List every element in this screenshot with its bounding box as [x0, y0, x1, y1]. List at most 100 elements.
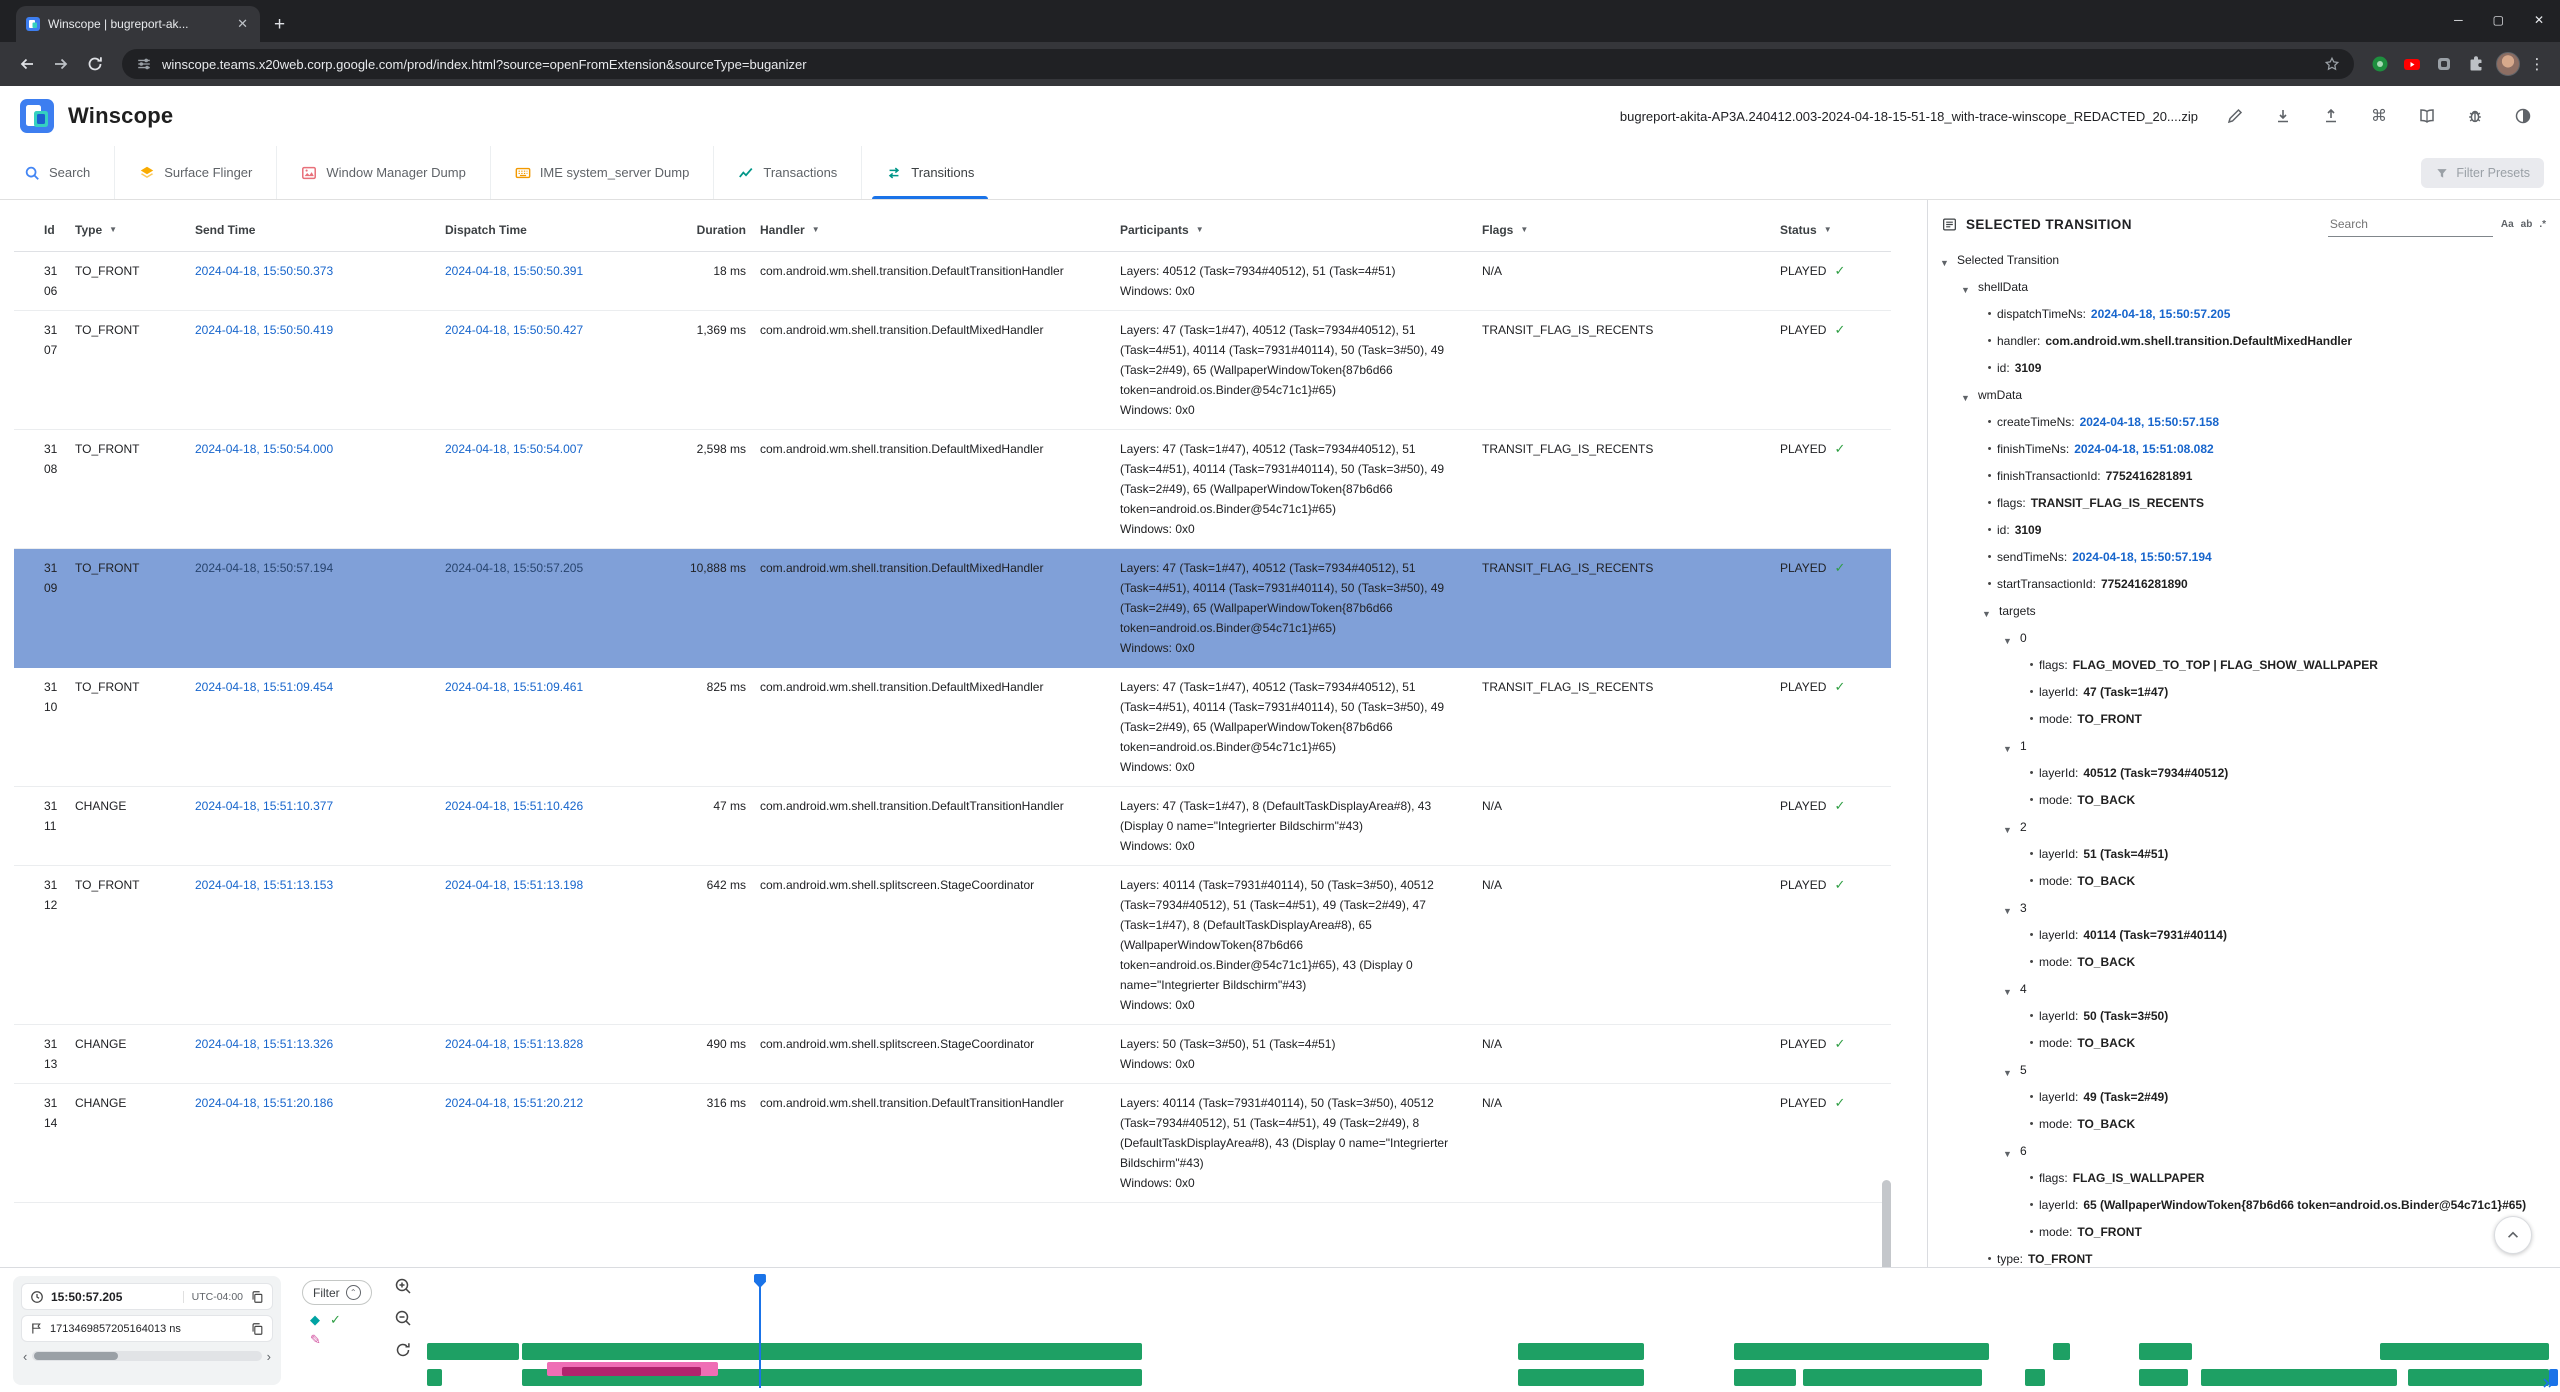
transitions-track-segment[interactable]	[2549, 1369, 2558, 1386]
table-row-3113[interactable]: 3113 CHANGE 2024-04-18, 15:51:13.326 2024-0…	[14, 1025, 1891, 1084]
chevron-up-icon[interactable]: ⌃	[345, 1285, 361, 1300]
timeline-canvas[interactable]	[421, 1268, 2560, 1392]
column-header-flags[interactable]: Flags ▼	[1482, 223, 1780, 237]
cell-send-time[interactable]: 2024-04-18, 15:51:20.186	[195, 1096, 334, 1110]
tree-group-0[interactable]: ▼ 0	[1936, 625, 2552, 652]
table-row-3109[interactable]: 3109 TO_FRONT 2024-04-18, 15:50:57.194 2024…	[14, 549, 1891, 668]
collapse-arrow-icon[interactable]: ▼	[2003, 1149, 2012, 1159]
cell-dispatch-time[interactable]: 2024-04-18, 15:50:54.007	[445, 442, 584, 456]
tree-group-5[interactable]: ▼ 5	[1936, 1057, 2552, 1084]
cell-send-time[interactable]: 2024-04-18, 15:50:50.373	[195, 264, 334, 278]
cell-dispatch-time[interactable]: 2024-04-18, 15:51:10.426	[445, 799, 584, 813]
url-bar[interactable]: winscope.teams.x20web.corp.google.com/pr…	[122, 49, 2354, 79]
tree-group-2[interactable]: ▼ 2	[1936, 814, 2552, 841]
cell-dispatch-time[interactable]: 2024-04-18, 15:50:57.205	[445, 561, 584, 575]
cell-dispatch-time[interactable]: 2024-04-18, 15:51:13.198	[445, 878, 584, 892]
tree-group-shelldata[interactable]: ▼ shellData	[1936, 274, 2552, 301]
extension-icon-2[interactable]	[2430, 50, 2458, 78]
window-maximize-icon[interactable]: ▢	[2492, 13, 2504, 27]
profile-avatar[interactable]	[2494, 50, 2522, 78]
copy-time-icon[interactable]	[250, 1290, 264, 1304]
transactions-track-segment[interactable]	[1518, 1343, 1645, 1360]
collapse-arrow-icon[interactable]: ▼	[2003, 1068, 2012, 1078]
browser-menu-icon[interactable]: ⋮	[2529, 56, 2545, 73]
scroll-left-icon[interactable]: ‹	[23, 1348, 28, 1364]
cell-send-time[interactable]: 2024-04-18, 15:50:57.194	[195, 561, 334, 575]
whole-word-icon[interactable]: ab	[2520, 219, 2533, 230]
download-icon[interactable]	[2266, 99, 2300, 133]
shortcuts-icon[interactable]: ⌘	[2371, 108, 2387, 125]
tab-window-manager-dump[interactable]: Window Manager Dump	[276, 146, 489, 199]
copy-ns-icon[interactable]	[250, 1322, 264, 1336]
cell-send-time[interactable]: 2024-04-18, 15:51:13.153	[195, 878, 334, 892]
transitions-track-segment[interactable]	[2200, 1369, 2398, 1386]
zoom-in-button[interactable]	[392, 1275, 414, 1297]
extension-icon-youtube[interactable]	[2398, 50, 2426, 78]
scroll-top-button[interactable]	[2494, 1216, 2532, 1254]
forward-icon[interactable]	[46, 49, 76, 79]
table-row-3114[interactable]: 3114 CHANGE 2024-04-18, 15:51:20.186 2024-0…	[14, 1084, 1891, 1203]
edit-filename-icon[interactable]	[2218, 99, 2252, 133]
properties-search-input[interactable]	[2327, 212, 2493, 237]
transactions-track-segment[interactable]	[2138, 1343, 2193, 1360]
transitions-track-segment[interactable]	[1518, 1369, 1645, 1386]
screen-recording-trace-icon[interactable]: ✎	[310, 1332, 321, 1347]
transitions-trace-icon[interactable]: ✓	[330, 1312, 341, 1327]
tree-group-targets[interactable]: ▼ targets	[1936, 598, 2552, 625]
browser-tab[interactable]: Winscope | bugreport-ak... ✕	[16, 6, 260, 42]
collapse-arrow-icon[interactable]: ▼	[1961, 285, 1970, 295]
timeline-scroll-thumb[interactable]	[34, 1352, 119, 1360]
tab-transitions[interactable]: Transitions	[861, 146, 998, 199]
cell-dispatch-time[interactable]: 2024-04-18, 15:51:13.828	[445, 1037, 584, 1051]
column-header-status[interactable]: Status ▼	[1780, 223, 1891, 237]
collapse-arrow-icon[interactable]: ▼	[1982, 609, 1991, 619]
timeline-filter-button[interactable]: Filter ⌃	[302, 1280, 372, 1305]
tab-surface-flinger[interactable]: Surface Flinger	[114, 146, 276, 199]
site-info-icon[interactable]	[136, 56, 152, 72]
tab-ime-system-server-dump[interactable]: IME system_server Dump	[489, 146, 714, 199]
tree-group-6[interactable]: ▼ 6	[1936, 1138, 2552, 1165]
filter-dropdown-icon[interactable]: ▼	[1520, 225, 1529, 234]
table-row-3110[interactable]: 3110 TO_FRONT 2024-04-18, 15:51:09.454 2024…	[14, 668, 1891, 787]
timeline-scroll-track[interactable]	[32, 1351, 262, 1361]
collapse-arrow-icon[interactable]: ▼	[1961, 393, 1970, 403]
cell-dispatch-time[interactable]: 2024-04-18, 15:50:50.427	[445, 323, 584, 337]
match-case-icon[interactable]: Aa	[2500, 219, 2514, 230]
collapse-arrow-icon[interactable]: ▼	[2003, 906, 2012, 916]
table-scrollbar-thumb[interactable]	[1882, 1180, 1891, 1267]
table-row-3112[interactable]: 3112 TO_FRONT 2024-04-18, 15:51:13.153 2024…	[14, 866, 1891, 1025]
back-icon[interactable]	[12, 49, 42, 79]
timeline-cursor-head[interactable]	[753, 1274, 766, 1288]
timeline-expand-icon[interactable]	[2542, 1376, 2556, 1390]
report-bug-icon[interactable]	[2458, 99, 2492, 133]
transactions-track-segment[interactable]	[1734, 1343, 1989, 1360]
cell-send-time[interactable]: 2024-04-18, 15:51:13.326	[195, 1037, 334, 1051]
tree-group-1[interactable]: ▼ 1	[1936, 733, 2552, 760]
collapse-arrow-icon[interactable]: ▼	[2003, 825, 2012, 835]
url-text[interactable]: winscope.teams.x20web.corp.google.com/pr…	[162, 56, 807, 72]
table-row-3107[interactable]: 3107 TO_FRONT 2024-04-18, 15:50:50.419 2024…	[14, 311, 1891, 430]
filter-presets-button[interactable]: Filter Presets	[2421, 157, 2544, 188]
timeline-cursor[interactable]	[753, 1274, 766, 1388]
collapse-arrow-icon[interactable]: ▼	[1940, 258, 1949, 268]
filter-dropdown-icon[interactable]: ▼	[811, 225, 820, 234]
tab-search[interactable]: Search	[0, 146, 114, 199]
table-row-3108[interactable]: 3108 TO_FRONT 2024-04-18, 15:50:54.000 2024…	[14, 430, 1891, 549]
transitions-track-segment[interactable]	[2025, 1369, 2045, 1386]
transitions-track-segment[interactable]	[1802, 1369, 1983, 1386]
transactions-track-segment[interactable]	[427, 1343, 520, 1360]
window-close-icon[interactable]: ✕	[2533, 13, 2544, 27]
transactions-track-segment[interactable]	[521, 1343, 1142, 1360]
transitions-track-segment[interactable]	[2408, 1369, 2550, 1386]
new-tab-button[interactable]: +	[274, 14, 286, 35]
filter-dropdown-icon[interactable]: ▼	[109, 225, 118, 234]
transactions-track-segment[interactable]	[2380, 1343, 2550, 1360]
tree-group-wmdata[interactable]: ▼ wmData	[1936, 382, 2552, 409]
extension-icon-1[interactable]	[2366, 50, 2394, 78]
tree-group-3[interactable]: ▼ 3	[1936, 895, 2552, 922]
documentation-icon[interactable]	[2410, 99, 2444, 133]
tree-group-selected-transition[interactable]: ▼ Selected Transition	[1936, 247, 2552, 274]
transitions-track-segment[interactable]	[1734, 1369, 1797, 1386]
transitions-track-segment[interactable]	[427, 1369, 443, 1386]
tree-group-4[interactable]: ▼ 4	[1936, 976, 2552, 1003]
